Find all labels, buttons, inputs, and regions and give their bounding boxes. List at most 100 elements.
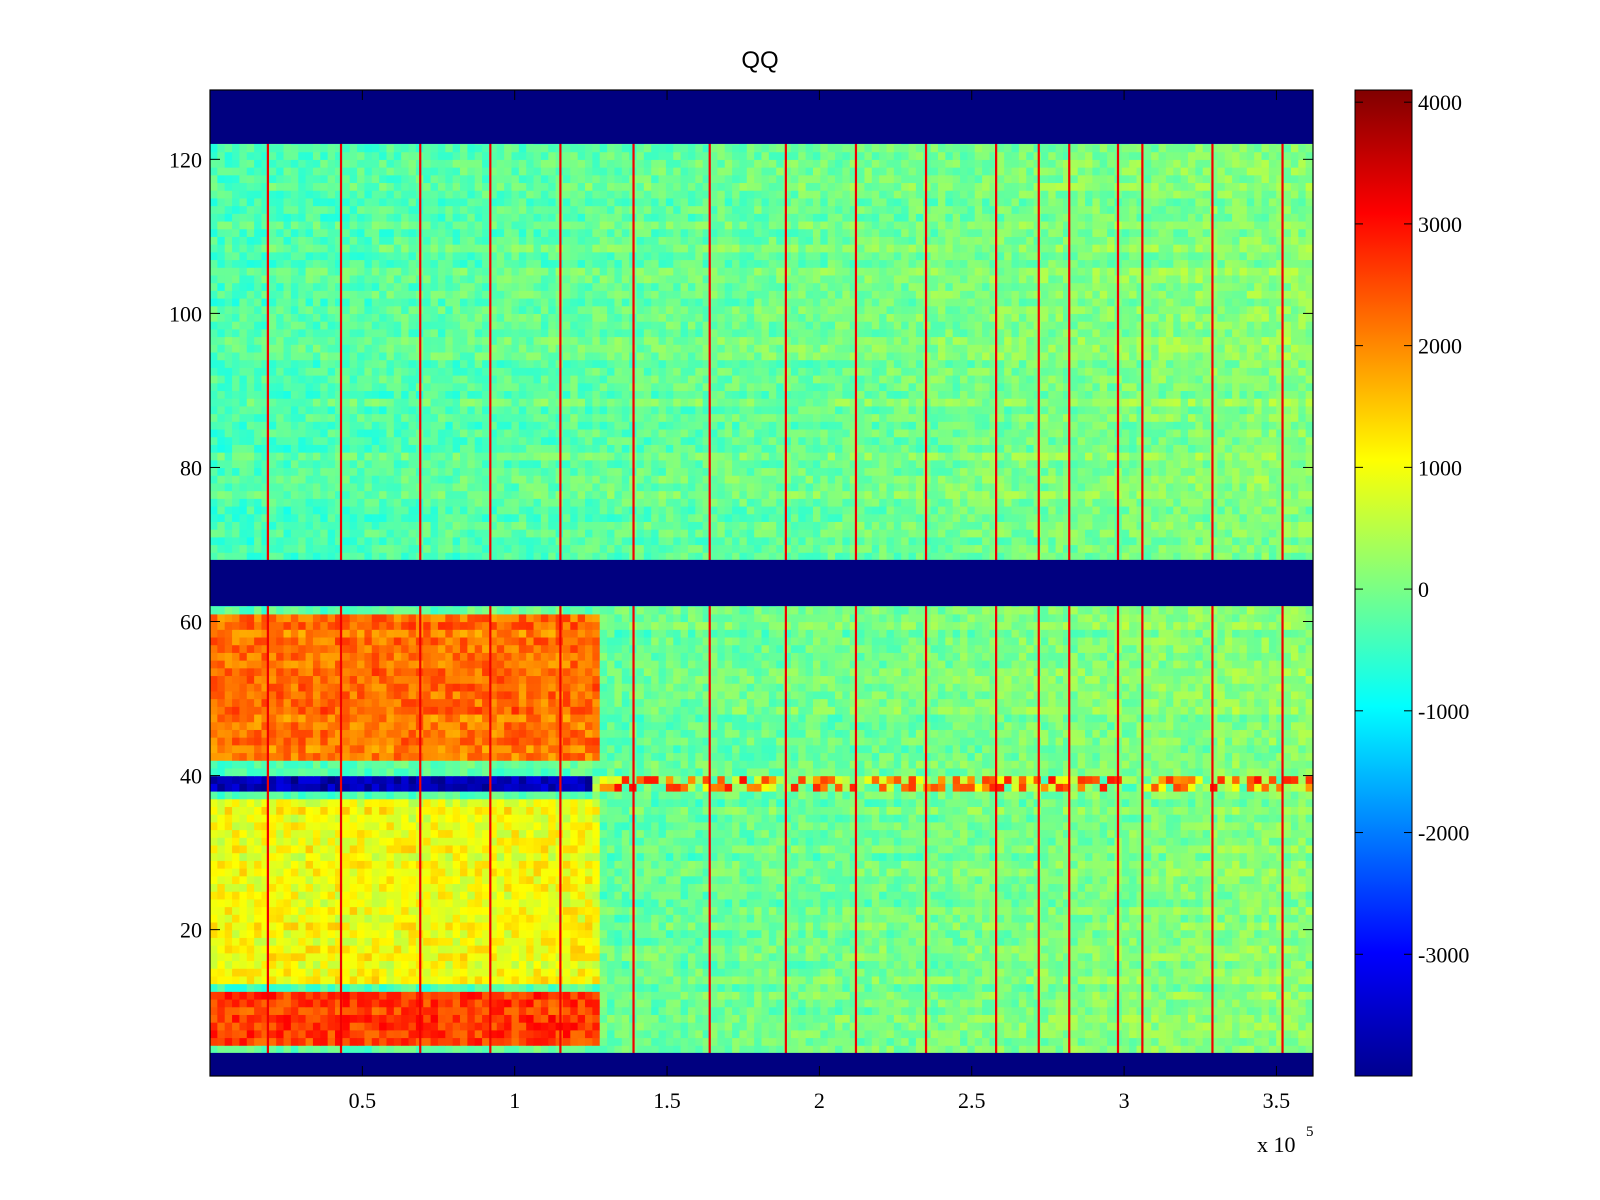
heatmap-cell	[1056, 822, 1064, 830]
heatmap-cell	[747, 907, 755, 915]
heatmap-cell	[1070, 1030, 1078, 1038]
heatmap-cell	[298, 1014, 306, 1022]
heatmap-cell	[1166, 1007, 1174, 1015]
heatmap-cell	[357, 991, 365, 999]
heatmap-cell	[1239, 984, 1247, 992]
heatmap-cell	[548, 922, 556, 930]
heatmap-cell	[864, 907, 872, 915]
heatmap-cell	[357, 976, 365, 984]
heatmap-cell	[364, 876, 372, 884]
heatmap-cell	[1217, 976, 1225, 984]
heatmap-cell	[1173, 830, 1181, 838]
heatmap-cell	[1210, 999, 1218, 1007]
heatmap-cell	[298, 845, 306, 853]
heatmap-cell	[762, 837, 770, 845]
heatmap-cell	[894, 968, 902, 976]
heatmap-cell	[320, 953, 328, 961]
heatmap-cell	[379, 930, 387, 938]
heatmap-cell	[681, 1030, 689, 1038]
heatmap-cell	[210, 1014, 218, 1022]
heatmap-cell	[1247, 1030, 1255, 1038]
heatmap-cell	[1254, 922, 1262, 930]
heatmap-cell	[828, 930, 836, 938]
heatmap-cell	[217, 853, 225, 861]
heatmap-cell	[975, 853, 983, 861]
heatmap-cell	[673, 914, 681, 922]
heatmap-cell	[887, 960, 895, 968]
heatmap-cell	[688, 960, 696, 968]
heatmap-cell	[967, 984, 975, 992]
heatmap-cell	[725, 922, 733, 930]
heatmap-cell	[820, 1030, 828, 1038]
heatmap-cell	[247, 1045, 255, 1053]
heatmap-cell	[482, 1030, 490, 1038]
heatmap-cell	[960, 930, 968, 938]
heatmap-cell	[519, 860, 527, 868]
heatmap-cell	[431, 1014, 439, 1022]
heatmap-cell	[386, 1022, 394, 1030]
heatmap-cell	[695, 953, 703, 961]
heatmap-cell	[328, 984, 336, 992]
heatmap-cell	[725, 876, 733, 884]
heatmap-cell	[769, 1045, 777, 1053]
heatmap-cell	[482, 984, 490, 992]
heatmap-cell	[1122, 976, 1130, 984]
heatmap-cell	[644, 984, 652, 992]
heatmap-cell	[1026, 899, 1034, 907]
heatmap-cell	[688, 953, 696, 961]
heatmap-cell	[1048, 853, 1056, 861]
heatmap-cell	[1203, 1037, 1211, 1045]
heatmap-cell	[438, 1030, 446, 1038]
heatmap-cell	[519, 922, 527, 930]
heatmap-cell	[673, 868, 681, 876]
heatmap-cell	[1085, 945, 1093, 953]
heatmap-cell	[364, 814, 372, 822]
heatmap-cell	[820, 984, 828, 992]
heatmap-cell	[526, 999, 534, 1007]
heatmap-cell	[342, 960, 350, 968]
heatmap-cell	[1269, 853, 1277, 861]
heatmap-cell	[313, 1022, 321, 1030]
heatmap-cell	[232, 853, 240, 861]
heatmap-cell	[784, 1022, 792, 1030]
heatmap-cell	[578, 868, 586, 876]
heatmap-cell	[762, 876, 770, 884]
heatmap-cell	[247, 991, 255, 999]
heatmap-cell	[688, 937, 696, 945]
heatmap-cell	[945, 976, 953, 984]
heatmap-cell	[225, 830, 233, 838]
heatmap-cell	[239, 845, 247, 853]
heatmap-cell	[1100, 891, 1108, 899]
heatmap-cell	[1254, 991, 1262, 999]
heatmap-cell	[372, 907, 380, 915]
heatmap-cell	[1173, 999, 1181, 1007]
heatmap-cell	[754, 953, 762, 961]
heatmap-cell	[1019, 953, 1027, 961]
heatmap-cell	[967, 976, 975, 984]
heatmap-cell	[644, 922, 652, 930]
heatmap-cell	[614, 930, 622, 938]
heatmap-cell	[673, 883, 681, 891]
heatmap-cell	[284, 1022, 292, 1030]
heatmap-cell	[607, 830, 615, 838]
heatmap-cell	[1129, 853, 1137, 861]
heatmap-cell	[798, 822, 806, 830]
heatmap-cell	[769, 945, 777, 953]
heatmap-cell	[842, 891, 850, 899]
heatmap-cell	[239, 968, 247, 976]
heatmap-cell	[284, 999, 292, 1007]
heatmap-cell	[1284, 876, 1292, 884]
heatmap-cell	[239, 860, 247, 868]
heatmap-cell	[659, 1037, 667, 1045]
heatmap-cell	[438, 960, 446, 968]
heatmap-cell	[1085, 853, 1093, 861]
heatmap-cell	[313, 914, 321, 922]
heatmap-cell	[1181, 1045, 1189, 1053]
heatmap-cell	[372, 876, 380, 884]
heatmap-cell	[769, 1037, 777, 1045]
heatmap-cell	[791, 991, 799, 999]
heatmap-cell	[710, 822, 718, 830]
heatmap-cell	[1144, 891, 1152, 899]
heatmap-cell	[313, 1014, 321, 1022]
heatmap-cell	[453, 1022, 461, 1030]
